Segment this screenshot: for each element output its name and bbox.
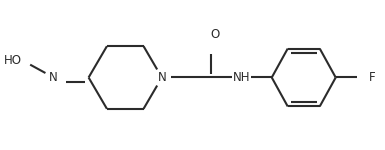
Text: F: F xyxy=(369,71,376,84)
Text: N: N xyxy=(49,71,58,84)
Text: NH: NH xyxy=(233,71,251,84)
Text: HO: HO xyxy=(4,54,22,67)
Text: N: N xyxy=(157,71,166,84)
Text: O: O xyxy=(211,28,220,41)
